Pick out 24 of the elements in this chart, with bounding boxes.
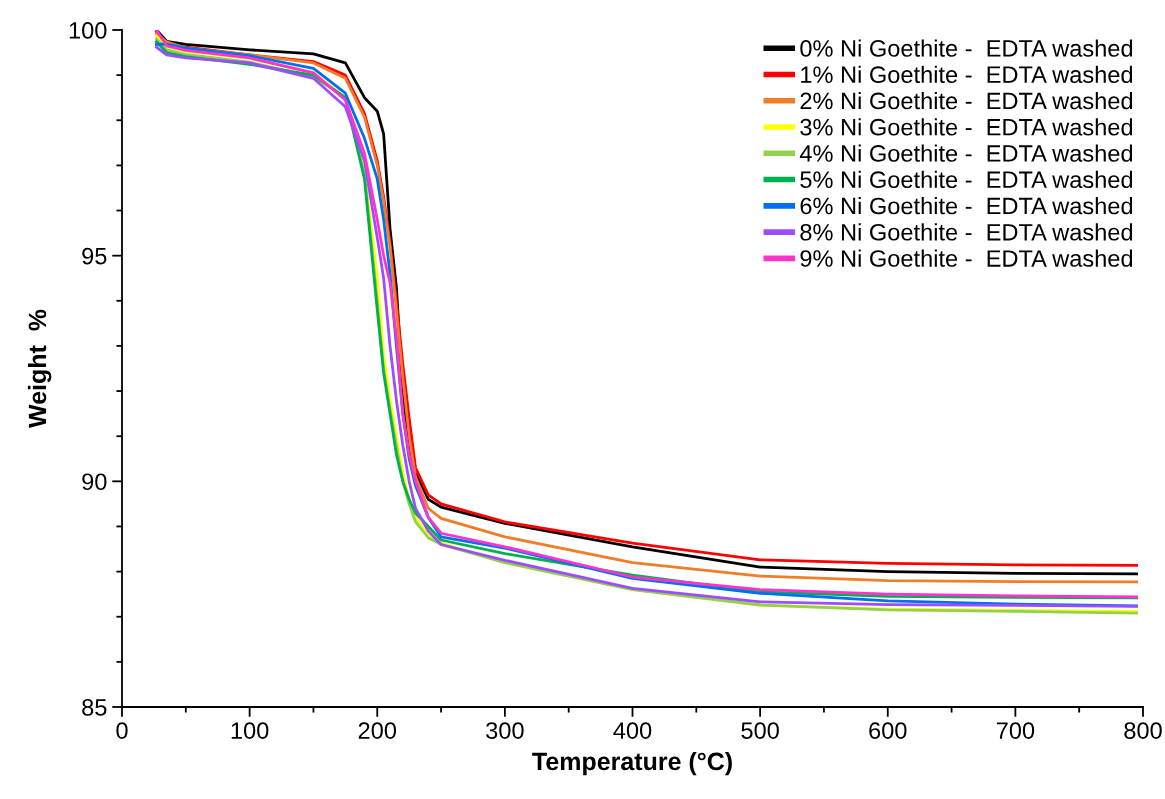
x-tick-label: 700 <box>996 722 1035 739</box>
x-tick-label: 200 <box>358 722 397 739</box>
x-tick-label: 500 <box>741 722 779 739</box>
x-tick-label: 600 <box>869 722 907 739</box>
legend-label: 0% Ni Goethite - EDTA washed <box>800 39 1133 57</box>
y-tick-label: 95 <box>82 247 107 265</box>
legend-label: 8% Ni Goethite - EDTA washed <box>800 223 1133 241</box>
y-tick-label: 100 <box>69 22 107 39</box>
legend-label: 3% Ni Goethite - EDTA washed <box>800 118 1133 136</box>
legend-label: 2% Ni Goethite - EDTA washed <box>800 91 1133 110</box>
x-tick-label: 0 <box>116 722 128 739</box>
y-tick-label: 85 <box>82 699 107 716</box>
x-tick-label: 100 <box>231 722 269 739</box>
legend-label: 9% Ni Goethite - EDTA washed <box>800 249 1133 267</box>
legend-label: 5% Ni Goethite - EDTA washed <box>800 170 1133 189</box>
legend-label: 6% Ni Goethite - EDTA washed <box>800 197 1133 215</box>
x-tick-label: 300 <box>486 722 524 739</box>
legend-label: 4% Ni Goethite - EDTA washed <box>799 144 1133 162</box>
y-tick-label: 90 <box>82 473 107 491</box>
x-tick-label: 400 <box>613 722 652 739</box>
x-axis-title: Temperature (°C) <box>532 751 732 776</box>
x-tick-label: 800 <box>1124 722 1162 739</box>
legend-label: 1% Ni Goethite - EDTA washed <box>801 65 1133 84</box>
y-axis-title: Weight % <box>27 309 52 428</box>
